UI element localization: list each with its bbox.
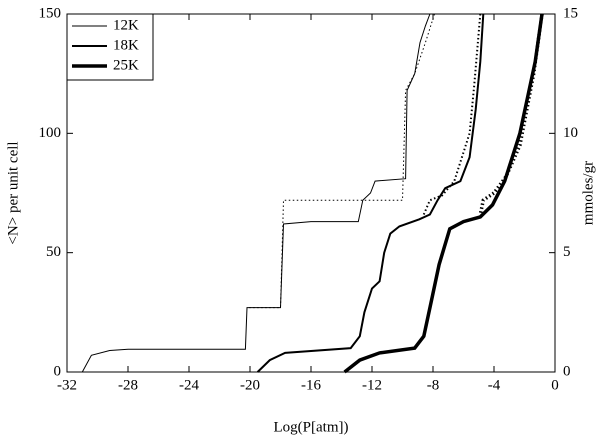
y-axis-label: <N> per unit cell bbox=[5, 141, 21, 244]
adsorption-line bbox=[256, 13, 485, 373]
x-tick-label: -28 bbox=[118, 377, 138, 393]
x-tick-label: -24 bbox=[179, 377, 199, 393]
y-tick-label: 0 bbox=[54, 363, 62, 379]
legend-label: 25K bbox=[113, 57, 139, 73]
y2-tick-label: 10 bbox=[563, 125, 578, 141]
y-tick-label: 50 bbox=[46, 244, 61, 260]
y2-axis-label: mmoles/gr bbox=[580, 161, 596, 225]
x-tick-label: -12 bbox=[362, 377, 382, 393]
x-tick-label: -8 bbox=[427, 377, 440, 393]
x-tick-label: -4 bbox=[488, 377, 501, 393]
x-tick-label: -20 bbox=[240, 377, 260, 393]
desorption-line bbox=[478, 13, 544, 215]
y-tick-label: 100 bbox=[39, 125, 62, 141]
legend-label: 12K bbox=[113, 17, 139, 33]
adsorption-line bbox=[81, 13, 431, 373]
desorption-line bbox=[247, 13, 435, 309]
y2-tick-label: 5 bbox=[563, 244, 571, 260]
x-tick-label: -16 bbox=[301, 377, 321, 393]
legend-label: 18K bbox=[113, 37, 139, 53]
adsorption-line bbox=[343, 13, 544, 374]
y-tick-label: 150 bbox=[39, 5, 62, 21]
x-axis-label: Log(P[atm]) bbox=[274, 419, 349, 435]
y2-tick-label: 0 bbox=[563, 363, 571, 379]
y2-tick-label: 15 bbox=[563, 5, 578, 21]
x-tick-label: -32 bbox=[57, 377, 77, 393]
x-tick-label: 0 bbox=[551, 377, 559, 393]
